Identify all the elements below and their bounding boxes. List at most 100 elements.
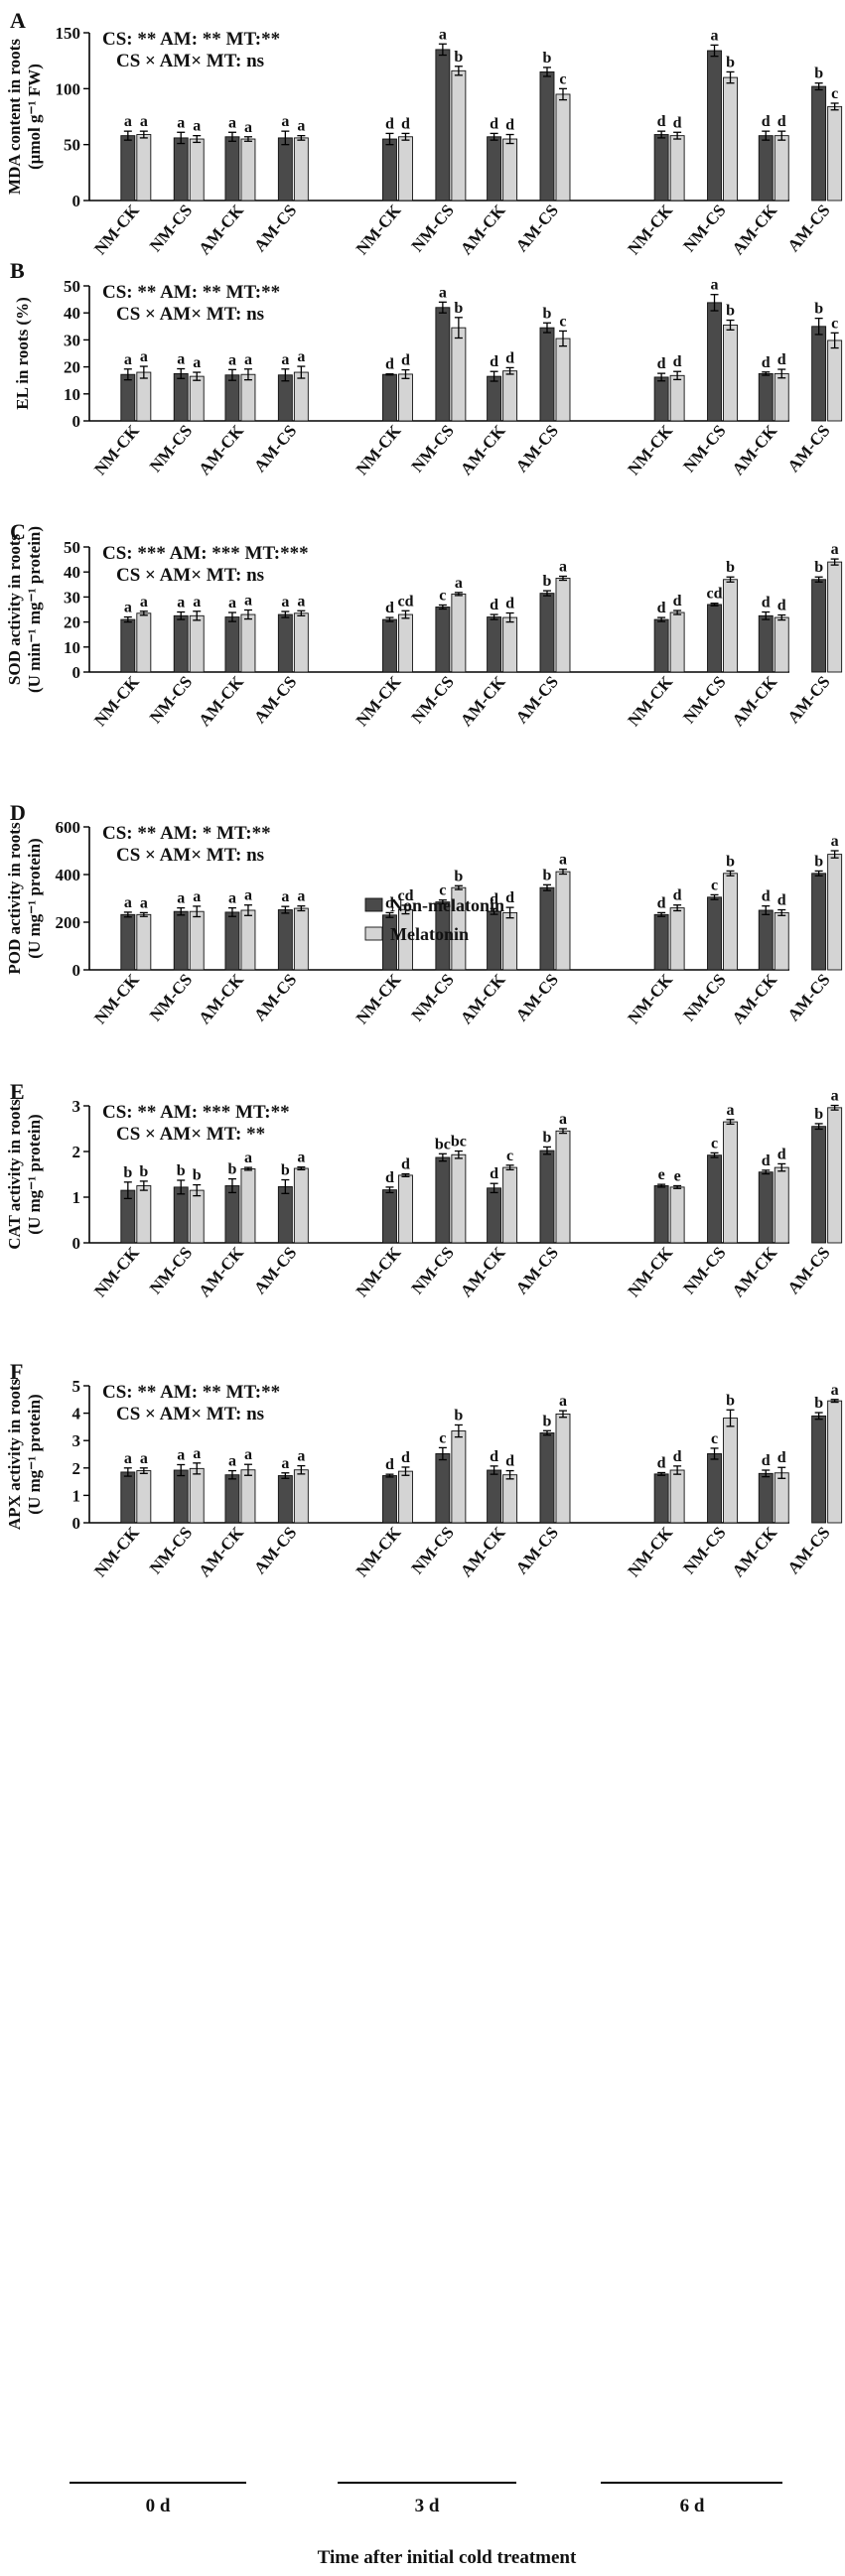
bar-non-melatonin <box>487 616 502 673</box>
bar-non-melatonin <box>758 1171 774 1244</box>
x-tick-label: AM-CK <box>457 201 509 258</box>
stats-line-2: CS × AM× MT: ns <box>116 565 264 586</box>
x-tick-label: NM-CS <box>679 201 729 255</box>
x-tick-label: AM-CS <box>783 1523 833 1577</box>
significance-letter: d <box>657 894 666 911</box>
significance-letter: b <box>814 1395 823 1412</box>
y-axis-label: SOD activity in roots <box>5 534 24 686</box>
bar-melatonin <box>189 910 205 971</box>
bar-non-melatonin <box>539 1432 555 1524</box>
significance-letter: d <box>505 1453 514 1470</box>
stats-line-1: CS: ** AM: ** MT:** <box>102 29 280 50</box>
y-axis-label: (U mg⁻¹ protein) <box>25 838 44 958</box>
bar-non-melatonin <box>173 614 189 673</box>
bar-melatonin <box>240 1469 256 1524</box>
significance-letter: c <box>711 877 718 893</box>
x-tick-label: AM-CS <box>250 421 300 475</box>
bar-melatonin <box>451 69 467 202</box>
significance-letter: e <box>658 1166 665 1183</box>
bar-non-melatonin <box>173 372 189 422</box>
bar-melatonin <box>293 1469 309 1524</box>
bar-non-melatonin <box>120 618 136 673</box>
significance-letter: a <box>140 594 148 610</box>
bar-melatonin <box>136 913 152 971</box>
panel-a: A 0 50 100 150 MDA content in roots (μmol g⁻¹ … <box>5 8 843 258</box>
significance-letter: a <box>124 894 132 911</box>
bar-melatonin <box>669 611 685 673</box>
x-tick-label: NM-CK <box>624 421 676 478</box>
significance-letter: a <box>455 575 463 592</box>
x-tick-label: NM-CS <box>679 970 729 1024</box>
significance-letter: d <box>673 593 682 610</box>
y-tick-label: 40 <box>64 563 80 582</box>
significance-letter: a <box>297 593 305 610</box>
bar-non-melatonin <box>487 1187 502 1244</box>
significance-letter: d <box>490 890 498 907</box>
significance-letter: d <box>385 356 394 373</box>
group-label-6d: 6 d <box>680 2496 705 2516</box>
significance-letter: d <box>401 1449 410 1466</box>
bar-melatonin <box>240 613 256 673</box>
x-tick-label: AM-CK <box>729 970 781 1027</box>
significance-letter: a <box>193 118 201 135</box>
bar-melatonin <box>398 1470 413 1524</box>
significance-letter: a <box>244 119 252 136</box>
x-tick-label: AM-CK <box>457 421 509 478</box>
x-tick-label: AM-CS <box>512 672 562 727</box>
y-tick-label: 30 <box>64 331 80 349</box>
y-tick-label: 50 <box>64 277 80 296</box>
bar-melatonin <box>502 1474 518 1524</box>
significance-letter: bc <box>435 1136 451 1152</box>
panel-letter: D <box>10 800 26 825</box>
y-tick-label: 0 <box>72 192 81 210</box>
significance-letter: d <box>505 349 514 366</box>
bar-melatonin <box>502 370 518 422</box>
bar-non-melatonin <box>382 618 397 673</box>
significance-letter: b <box>543 1413 552 1429</box>
x-tick-label: AM-CK <box>195 970 247 1027</box>
bar-melatonin <box>774 372 789 422</box>
y-tick-label: 1 <box>72 1188 81 1207</box>
x-tick-label: AM-CK <box>195 1523 247 1580</box>
significance-letter: d <box>762 595 771 611</box>
bar-non-melatonin <box>435 1452 451 1524</box>
bar-melatonin <box>451 1153 467 1244</box>
x-tick-label: AM-CK <box>729 421 781 478</box>
significance-letter: b <box>726 853 735 870</box>
x-tick-label: AM-CS <box>783 1243 833 1297</box>
bar-melatonin <box>555 338 571 422</box>
bar-non-melatonin <box>120 1471 136 1524</box>
bar-melatonin <box>293 1167 309 1244</box>
panel-letter: C <box>10 519 26 544</box>
bar-melatonin <box>669 1469 685 1524</box>
bar-non-melatonin <box>277 613 293 673</box>
significance-letter: a <box>228 1453 236 1470</box>
bar-melatonin <box>827 1400 843 1524</box>
bar-non-melatonin <box>382 1475 397 1524</box>
x-tick-label: AM-CK <box>457 1243 509 1300</box>
significance-letter: cd <box>397 887 413 904</box>
significance-letter: cd <box>707 586 723 603</box>
bar-non-melatonin <box>811 579 827 673</box>
x-tick-label: NM-CK <box>90 201 143 258</box>
x-tick-label: AM-CK <box>457 970 509 1027</box>
significance-letter: a <box>711 27 719 44</box>
significance-letter: a <box>124 600 132 616</box>
x-tick-label: NM-CK <box>90 1243 143 1300</box>
bar-non-melatonin <box>224 616 240 673</box>
bar-non-melatonin <box>758 1472 774 1524</box>
bar-non-melatonin <box>811 1415 827 1524</box>
significance-letter: a <box>124 113 132 130</box>
bar-melatonin <box>136 1470 152 1524</box>
bar-melatonin <box>240 138 256 202</box>
bar-non-melatonin <box>224 374 240 422</box>
x-tick-label: AM-CK <box>729 672 781 730</box>
bar-melatonin <box>398 1174 413 1244</box>
y-tick-label: 2 <box>72 1459 81 1478</box>
significance-letter: a <box>244 593 252 610</box>
bar-non-melatonin <box>277 137 293 202</box>
stats-line-2: CS × AM× MT: ** <box>116 1124 265 1145</box>
significance-letter: c <box>831 315 838 332</box>
bar-melatonin <box>240 909 256 971</box>
